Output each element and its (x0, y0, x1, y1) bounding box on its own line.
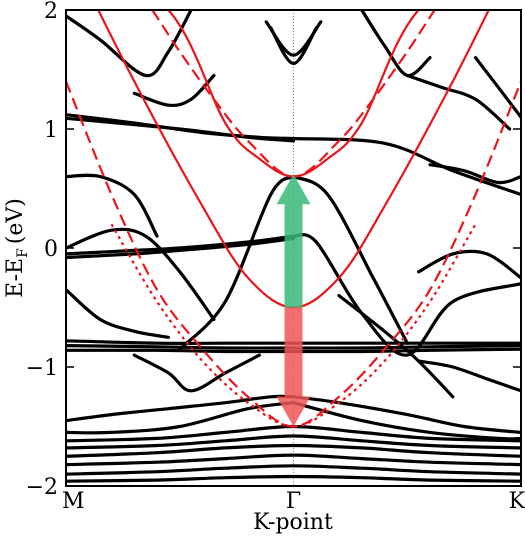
transition-arrows-group (276, 174, 311, 427)
y-axis-label-unit: (eV) (3, 198, 28, 244)
black-band-6 (417, 249, 521, 280)
y-tick-label-4: 2 (44, 0, 58, 24)
transition-arrow-1 (276, 307, 311, 427)
black-band-1 (66, 116, 296, 143)
black-band-13 (291, 175, 409, 345)
black-band-0 (66, 113, 296, 141)
black-band-26 (66, 401, 296, 435)
black-band-12 (178, 175, 296, 351)
black-band-33 (66, 474, 521, 483)
y-axis-label-subscript: F (15, 248, 31, 258)
black-band-2 (291, 136, 521, 197)
black-band-27 (291, 401, 521, 441)
y-tick-label-1: −1 (26, 356, 58, 381)
red-dotted-band-0 (110, 223, 477, 428)
black-band-22 (473, 56, 521, 119)
black-band-24 (291, 395, 521, 434)
black-band-18 (264, 20, 323, 57)
black-band-7 (66, 227, 216, 321)
x-axis-label: K-point (253, 510, 333, 535)
black-band-4 (66, 236, 296, 260)
black-band-8 (66, 288, 170, 339)
x-tick-label-0: M (62, 489, 85, 514)
black-band-15 (132, 73, 216, 108)
black-band-32 (66, 464, 521, 476)
y-tick-label-3: 1 (44, 118, 58, 143)
black-band-30 (66, 443, 521, 458)
black-band-20 (405, 73, 512, 131)
black-band-35 (417, 359, 521, 393)
y-axis-label: E-EF (eV) (3, 198, 31, 298)
black-band-19 (360, 10, 432, 78)
black-band-23 (66, 394, 296, 423)
x-tick-label-1: Γ (286, 489, 301, 514)
black-band-34 (337, 294, 455, 399)
black-band-29 (66, 434, 521, 450)
y-axis-label-main: E-E (3, 258, 28, 298)
black-band-3 (66, 234, 296, 256)
black-band-25 (132, 353, 261, 393)
x-tick-label-2: K (509, 489, 525, 514)
transition-arrow-0 (276, 174, 311, 308)
plot-area (66, 10, 521, 486)
black-band-14 (66, 173, 159, 238)
black-band-16 (66, 10, 193, 78)
y-tick-label-0: −2 (26, 475, 58, 500)
y-tick-label-2: 0 (44, 237, 58, 262)
axis-ticks: −2 −1 0 1 2 M Γ K (26, 0, 525, 514)
black-band-31 (66, 453, 521, 467)
